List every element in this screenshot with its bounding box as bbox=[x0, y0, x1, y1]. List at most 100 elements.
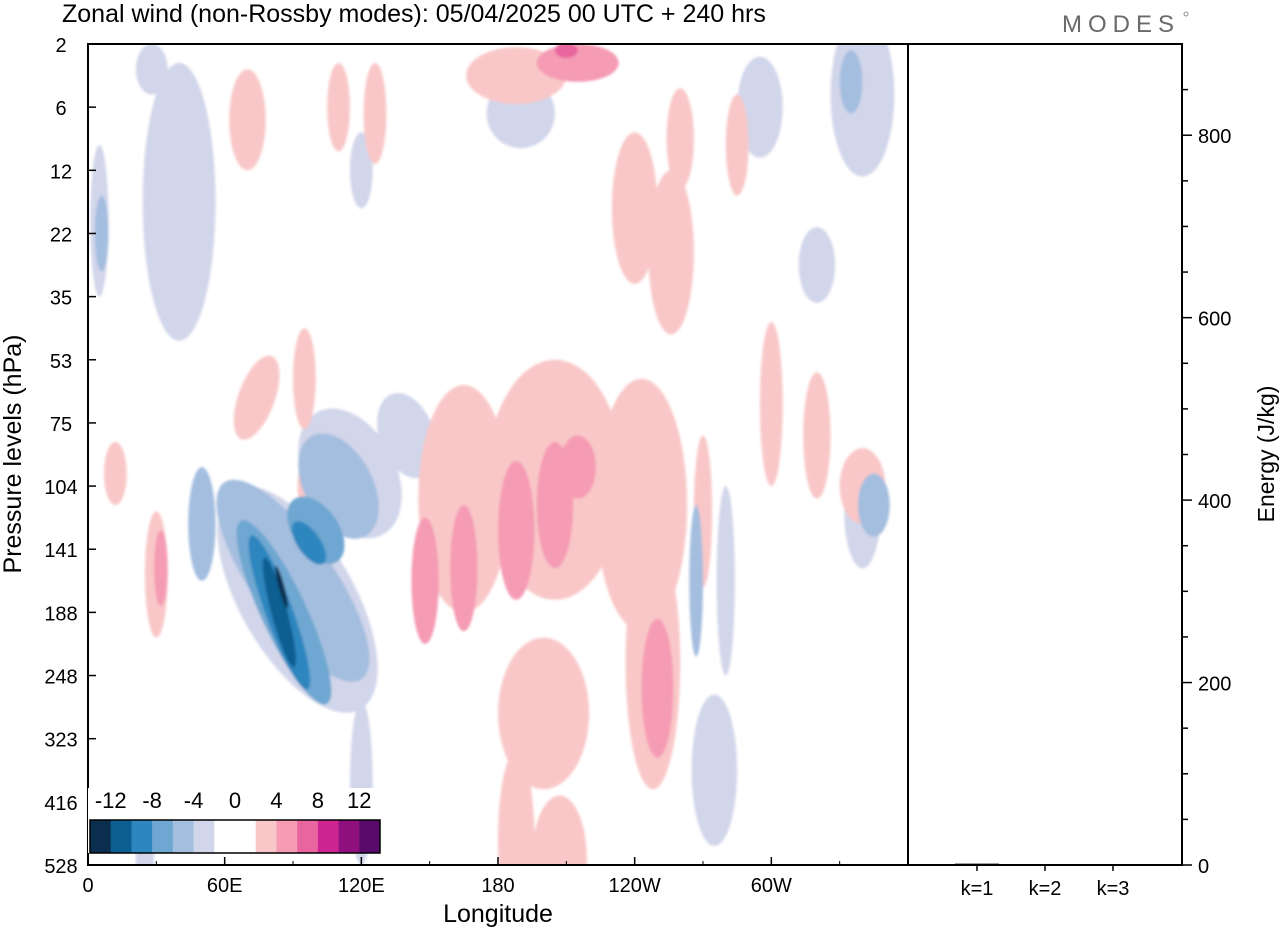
energy-bar bbox=[955, 863, 999, 866]
colorbar-label: 0 bbox=[229, 788, 241, 813]
y-tick-label: 188 bbox=[44, 603, 77, 625]
contour-region bbox=[689, 505, 704, 657]
y-axis: 2 6 12 22 35 53 75 104 141 188 248 323 416 528 bbox=[44, 35, 96, 878]
colorbar-cell bbox=[193, 820, 215, 853]
x-axis-label: Longitude bbox=[443, 900, 553, 928]
colorbar-cell bbox=[131, 820, 153, 853]
contour-region bbox=[293, 328, 316, 430]
contour-region bbox=[666, 88, 694, 190]
contour-region bbox=[536, 44, 619, 82]
energy-tick-label: 200 bbox=[1198, 674, 1231, 696]
contour-region bbox=[641, 618, 674, 758]
contour-region bbox=[154, 530, 168, 607]
contour-region bbox=[135, 44, 168, 95]
y-tick-label: 323 bbox=[44, 730, 77, 752]
contour-region bbox=[532, 795, 587, 865]
energy-frame bbox=[907, 43, 1183, 866]
y-tick-label: 248 bbox=[44, 667, 77, 689]
y-tick-label: 528 bbox=[44, 856, 77, 878]
colorbar-cell bbox=[255, 820, 277, 853]
x-tick-label: 60E bbox=[207, 875, 243, 897]
contour-region bbox=[411, 517, 439, 644]
contour-region bbox=[803, 372, 831, 499]
energy-category-label: k=2 bbox=[1029, 878, 1062, 900]
colorbar-label: -12 bbox=[95, 788, 127, 813]
y-tick-label: 141 bbox=[44, 540, 77, 562]
contour-region bbox=[233, 355, 280, 440]
contour-region bbox=[498, 751, 535, 865]
x-tick-label: 120E bbox=[338, 875, 385, 897]
x-tick-label: 60W bbox=[751, 875, 792, 897]
y-axis-label: Pressure levels (hPa) bbox=[0, 335, 27, 574]
energy-category-label: k=3 bbox=[1097, 878, 1130, 900]
colorbar-label: 12 bbox=[347, 788, 371, 813]
contour-region bbox=[103, 441, 127, 506]
contour-region bbox=[142, 62, 216, 341]
contour-region bbox=[188, 467, 216, 581]
contour-region bbox=[229, 69, 266, 171]
x-tick-label: 0 bbox=[82, 875, 93, 897]
contour-region bbox=[275, 565, 288, 609]
logo-registered-mark bbox=[1183, 11, 1189, 17]
contour-region bbox=[498, 637, 590, 790]
y-tick-label: 35 bbox=[50, 288, 72, 310]
y-tick-label: 104 bbox=[44, 477, 77, 499]
energy-axis-label: Energy (J/kg) bbox=[1253, 386, 1279, 523]
energy-tick-label: 600 bbox=[1198, 309, 1231, 331]
colorbar-label: -4 bbox=[184, 788, 204, 813]
colorbar: -12 -8 -4 0 4 8 12 bbox=[88, 788, 381, 854]
contour-region bbox=[725, 94, 749, 196]
colorbar-cell bbox=[276, 820, 298, 853]
energy-tick-label: 400 bbox=[1198, 491, 1231, 513]
contour-region bbox=[363, 62, 387, 164]
colorbar-cell bbox=[338, 820, 360, 853]
contour-region bbox=[716, 486, 735, 676]
colorbar-cell bbox=[317, 820, 339, 853]
contour-region bbox=[611, 132, 658, 284]
colorbar-cell bbox=[359, 820, 381, 853]
contour-region bbox=[857, 473, 890, 537]
energy-bar bbox=[1091, 864, 1135, 866]
contour-region bbox=[830, 44, 895, 177]
energy-tick-label: 800 bbox=[1198, 126, 1231, 148]
y-tick-label: 12 bbox=[50, 161, 72, 183]
colorbar-cell bbox=[235, 820, 257, 853]
colorbar-cell bbox=[214, 820, 236, 853]
contour-region bbox=[349, 132, 373, 209]
y-tick-label: 6 bbox=[55, 98, 66, 120]
colorbar-label: 4 bbox=[270, 788, 282, 813]
energy-panel: 0 200 400 600 800 k=1 k=2 k=3 Energy (J/kg) bbox=[907, 43, 1279, 900]
heatmap-area bbox=[88, 44, 908, 865]
contour-region bbox=[759, 321, 783, 487]
x-axis: 0 60E 120E 180 120W 60W bbox=[82, 857, 841, 897]
y-tick-label: 22 bbox=[50, 224, 72, 246]
x-tick-label: 180 bbox=[481, 875, 514, 897]
contour-region bbox=[648, 170, 694, 335]
energy-bar bbox=[1023, 864, 1067, 866]
y-tick-label: 75 bbox=[50, 414, 72, 436]
contour-region bbox=[450, 505, 478, 632]
contour-region bbox=[554, 44, 578, 58]
contour-region bbox=[559, 435, 596, 499]
modes-logo: MODES bbox=[1062, 11, 1180, 38]
colorbar-cell bbox=[172, 820, 194, 853]
x-tick-label: 120W bbox=[609, 875, 661, 897]
energy-category-label: k=1 bbox=[961, 878, 994, 900]
energy-tick-label: 0 bbox=[1198, 856, 1209, 878]
contour-region bbox=[418, 385, 510, 613]
contour-region bbox=[327, 62, 350, 152]
contour-region bbox=[498, 460, 535, 600]
contour-region bbox=[691, 694, 738, 847]
y-tick-label: 53 bbox=[50, 351, 72, 373]
colorbar-label: 8 bbox=[312, 788, 324, 813]
colorbar-cell bbox=[297, 820, 319, 853]
contour-region bbox=[94, 195, 109, 272]
colorbar-frame bbox=[89, 819, 381, 854]
contour-fills bbox=[90, 44, 895, 865]
y-tick-label: 416 bbox=[44, 793, 77, 815]
colorbar-cell bbox=[152, 820, 174, 853]
chart-title: Zonal wind (non-Rossby modes): 05/04/202… bbox=[62, 0, 766, 28]
contour-region bbox=[737, 56, 783, 158]
contour-region bbox=[839, 50, 863, 114]
